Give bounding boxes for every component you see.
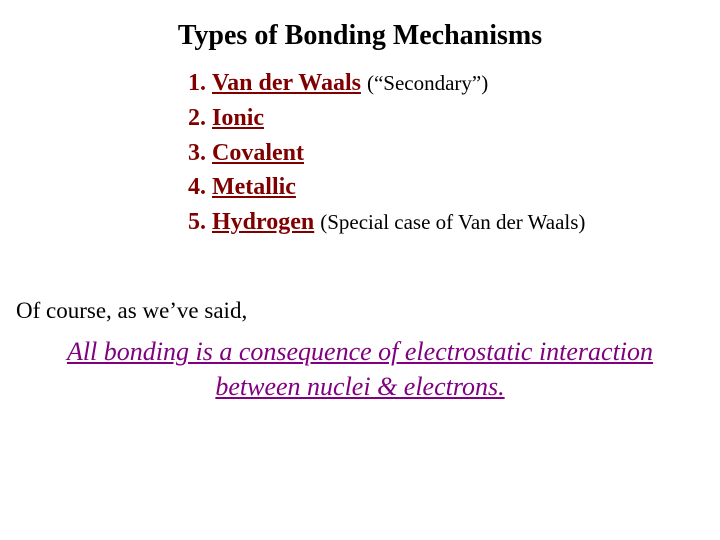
list-term: Metallic (212, 174, 296, 200)
list-annotation: (“Secondary”) (367, 71, 488, 95)
list-item: 1. Van der Waals (“Secondary”) (188, 66, 585, 101)
list-term: Van der Waals (212, 70, 361, 96)
list-number: 2. (188, 105, 206, 131)
emphasis-line-1: All bonding is a consequence of electros… (0, 334, 720, 369)
list-item: 3. Covalent (188, 136, 585, 171)
lead-text: Of course, as we’ve said, (16, 298, 247, 324)
list-item: 4. Metallic (188, 170, 585, 205)
list-annotation: (Special case of Van der Waals) (320, 210, 585, 234)
list-term: Covalent (212, 140, 304, 166)
emphasis-line-2: between nuclei & electrons. (0, 369, 720, 404)
emphasis-statement: All bonding is a consequence of electros… (0, 334, 720, 404)
list-item: 5. Hydrogen (Special case of Van der Waa… (188, 205, 585, 240)
slide: Types of Bonding Mechanisms 1. Van der W… (0, 0, 720, 540)
list-number: 1. (188, 70, 206, 96)
list-term: Ionic (212, 105, 264, 131)
bonding-list: 1. Van der Waals (“Secondary”) 2. Ionic … (188, 66, 585, 240)
slide-title: Types of Bonding Mechanisms (0, 20, 720, 52)
list-number: 4. (188, 174, 206, 200)
list-item: 2. Ionic (188, 101, 585, 136)
list-number: 3. (188, 140, 206, 166)
list-number: 5. (188, 209, 206, 235)
list-term: Hydrogen (212, 209, 314, 235)
